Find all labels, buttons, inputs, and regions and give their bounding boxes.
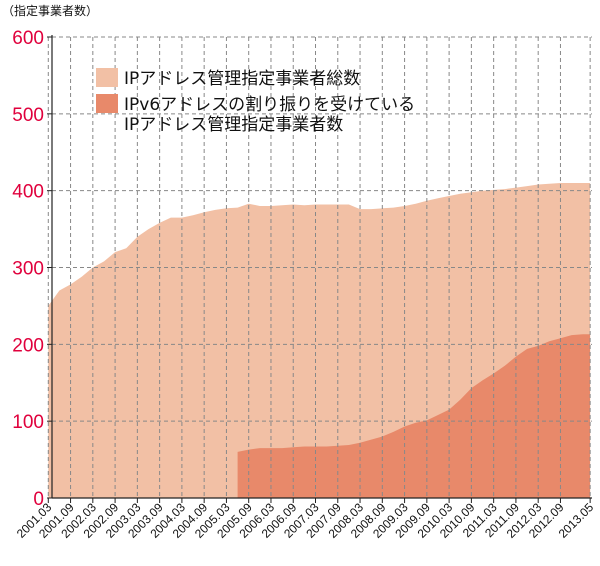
legend-label-ipv6-line: IPv6アドレスの割り振りを受けている bbox=[124, 95, 415, 115]
y-tick-label: 400 bbox=[12, 182, 44, 203]
y-tick-label: 0 bbox=[33, 489, 44, 510]
y-axis-unit-label: （指定事業者数） bbox=[2, 4, 99, 18]
y-tick-label: 500 bbox=[12, 105, 44, 126]
y-tick-label: 100 bbox=[12, 412, 44, 433]
legend-swatch-ipv6 bbox=[96, 94, 118, 113]
legend-label-ipv6-line: IPアドレス管理指定事業者数 bbox=[124, 115, 343, 135]
y-tick-label: 200 bbox=[12, 335, 44, 356]
y-tick-label: 300 bbox=[12, 259, 44, 280]
ipv6-area bbox=[237, 334, 591, 498]
legend-swatch-total bbox=[96, 68, 118, 87]
legend-label-total: IPアドレス管理指定事業者総数 bbox=[124, 69, 360, 89]
y-tick-label: 600 bbox=[12, 28, 44, 49]
